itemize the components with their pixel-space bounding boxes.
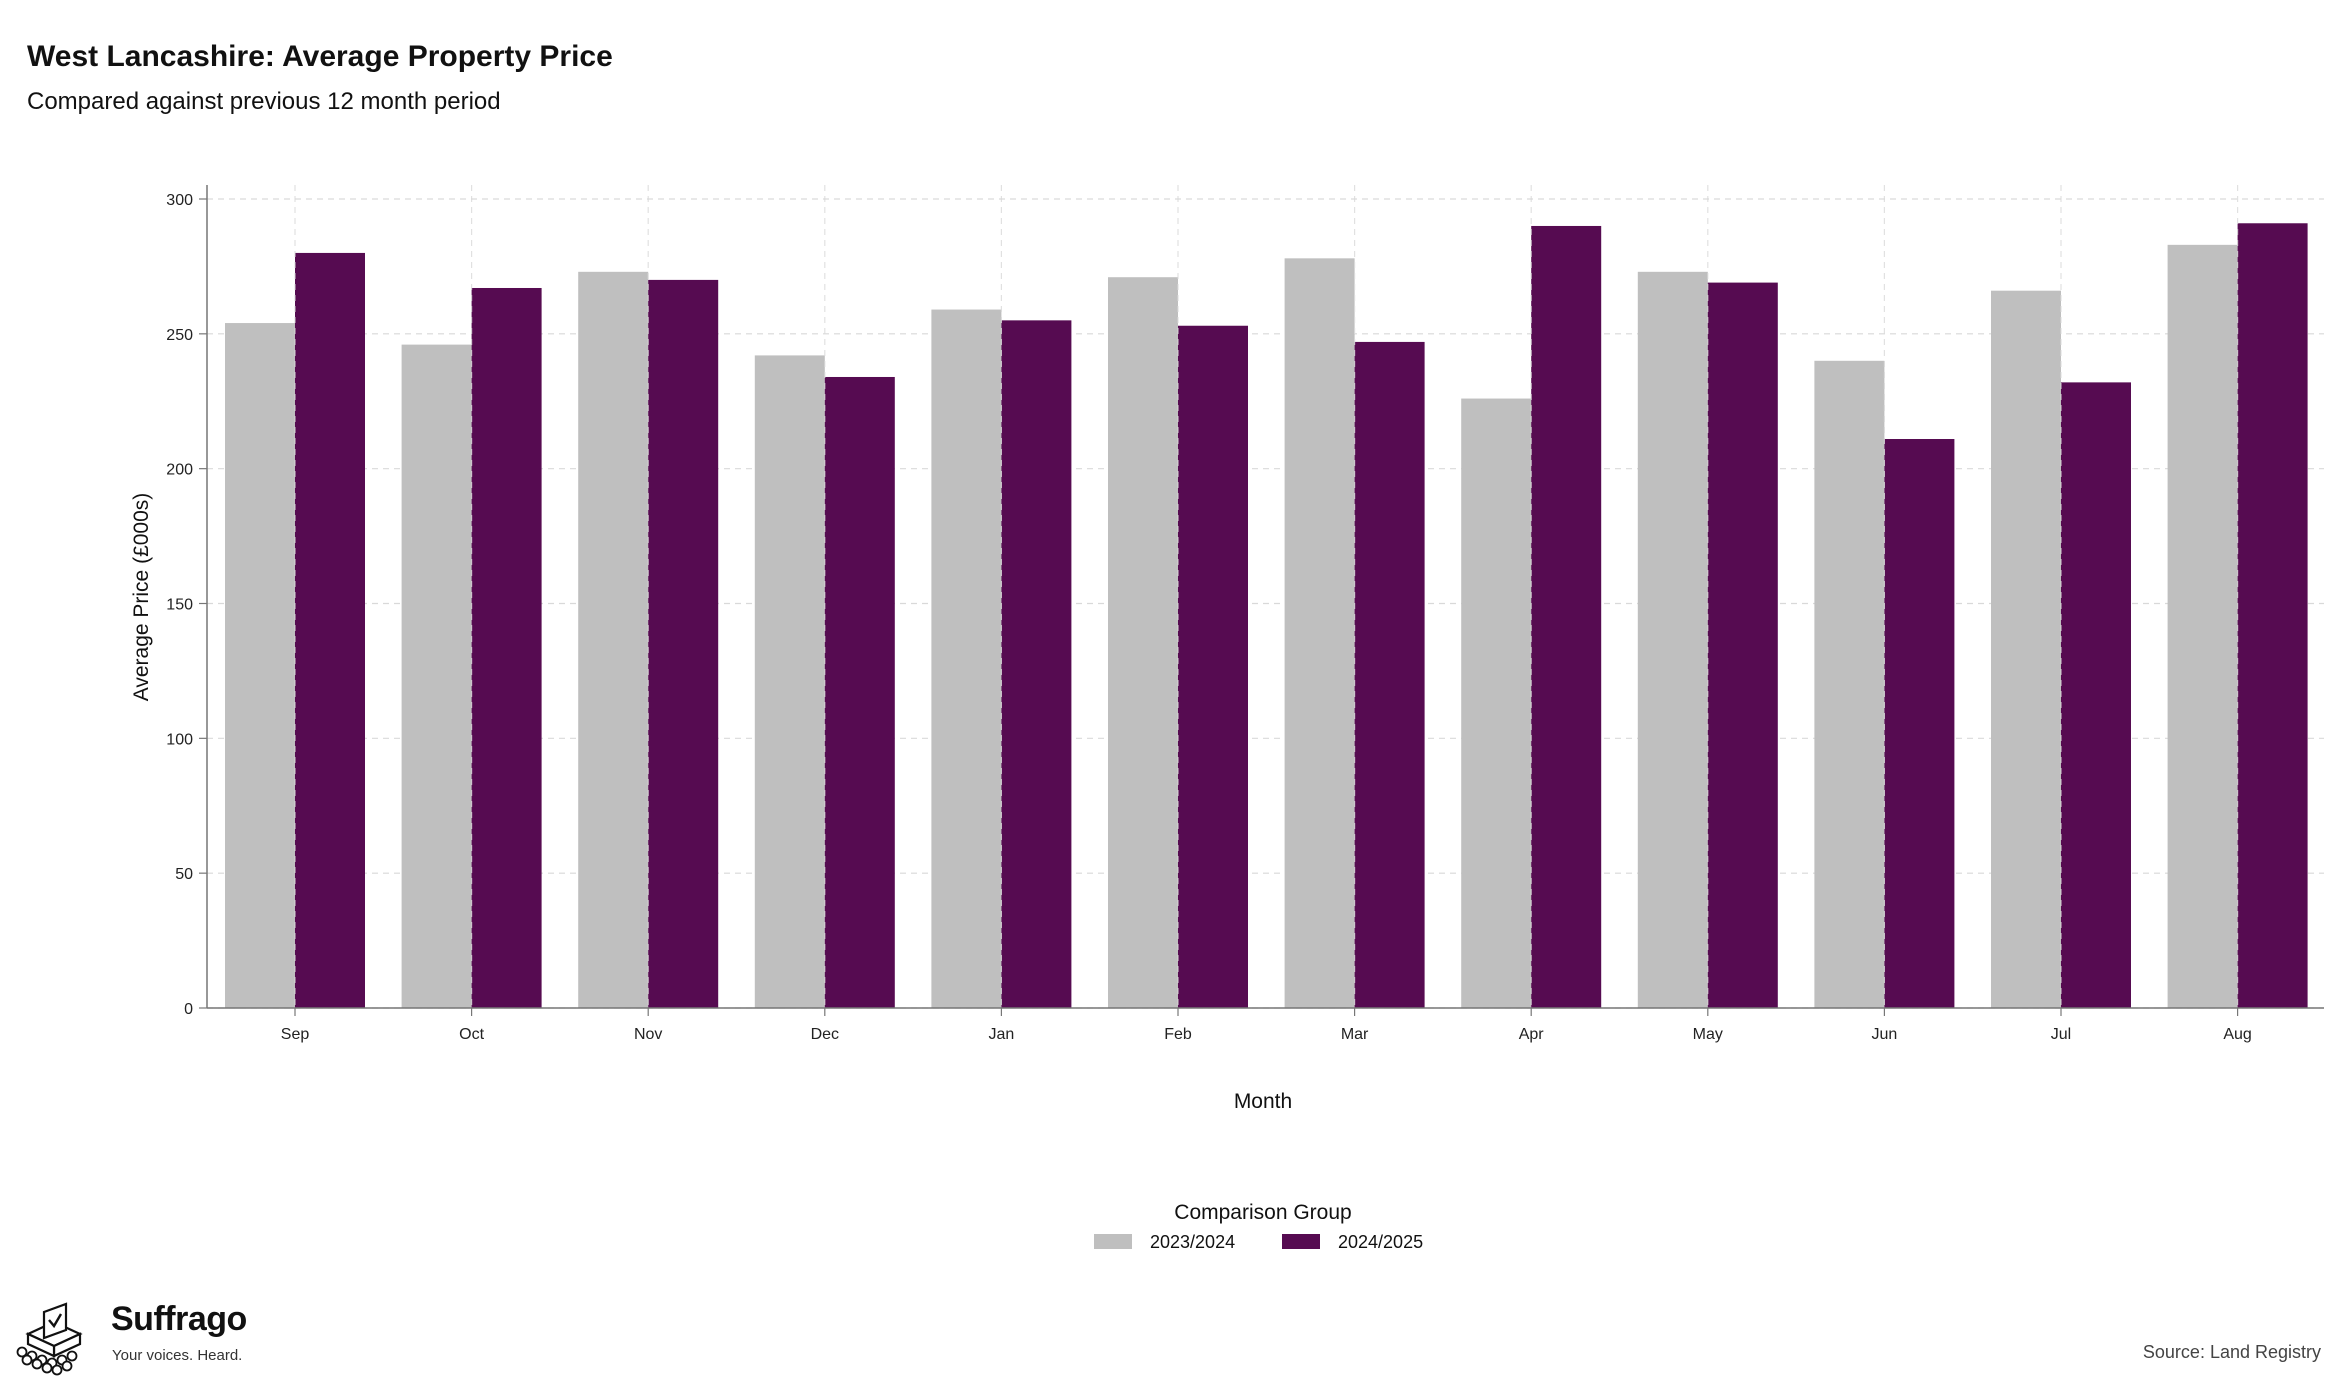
x-tick-label: May (1693, 1026, 1723, 1043)
x-tick-label: Feb (1164, 1026, 1192, 1043)
x-tick-label: Mar (1341, 1026, 1369, 1043)
chart-title: West Lancashire: Average Property Price (27, 40, 613, 73)
bar-2023-2024-aug (2167, 244, 2238, 1009)
bar-2023-2024-jul (1991, 290, 2061, 1009)
x-tick-label: Oct (459, 1026, 484, 1043)
bars (225, 223, 2308, 1009)
bar-2024-2025-apr (1531, 225, 1602, 1008)
tick-labels: 0 50 100 150 200 250 300 Sep Oct Nov Dec Jan Feb Mar A… (166, 192, 2252, 1043)
x-tick-label: Nov (634, 1026, 662, 1043)
bar-2023-2024-may (1637, 271, 1708, 1008)
brand-name: Suffrago (111, 1300, 247, 1338)
legend-label: 2023/2024 (1150, 1232, 1235, 1252)
x-tick-label: Apr (1519, 1026, 1545, 1043)
x-tick-label: Jan (989, 1026, 1015, 1043)
ballot-box-icon (16, 1302, 83, 1376)
bar-2024-2025-jul (2061, 382, 2131, 1009)
bar-2024-2025-sep (295, 252, 365, 1008)
bar-2023-2024-nov (578, 271, 649, 1008)
x-tick-label: Sep (281, 1026, 310, 1043)
bar-2024-2025-may (1707, 282, 1778, 1008)
legend-title: Comparison Group (1174, 1201, 1351, 1224)
x-tick-label: Aug (2223, 1026, 2251, 1043)
bar-2024-2025-mar (1354, 341, 1425, 1008)
bar-2023-2024-oct (401, 344, 472, 1008)
bar-2024-2025-feb (1178, 325, 1248, 1008)
bar-2023-2024-apr (1461, 398, 1532, 1008)
y-tick-label: 0 (184, 1001, 193, 1018)
bar-2024-2025-dec (824, 376, 895, 1009)
x-tick-label: Dec (811, 1026, 839, 1043)
bar-2024-2025-jan (1001, 320, 1072, 1009)
bar-2023-2024-mar (1284, 258, 1355, 1008)
x-tick-label: Jul (2051, 1026, 2071, 1043)
bar-2024-2025-jun (1884, 439, 1955, 1009)
y-tick-label: 250 (166, 327, 193, 344)
chart-subtitle: Compared against previous 12 month perio… (27, 88, 501, 115)
bar-2024-2025-aug (2237, 223, 2308, 1008)
brand-tagline: Your voices. Heard. (112, 1347, 243, 1364)
bar-2023-2024-dec (754, 355, 825, 1008)
y-tick-label: 50 (175, 866, 193, 883)
legend-items: 2023/2024 2024/2025 (1094, 1232, 1423, 1252)
y-tick-label: 100 (166, 731, 193, 748)
legend-swatch (1282, 1234, 1320, 1249)
bar-2023-2024-feb (1108, 277, 1178, 1008)
bar-2023-2024-jan (931, 309, 1002, 1008)
axes (199, 185, 2324, 1016)
bar-2023-2024-sep (225, 323, 295, 1009)
legend-swatch (1094, 1234, 1132, 1249)
y-axis-title: Average Price (£000s) (130, 493, 153, 702)
y-tick-label: 150 (166, 597, 193, 614)
bar-2023-2024-jun (1814, 360, 1885, 1008)
bar-2024-2025-oct (471, 287, 542, 1008)
y-tick-label: 200 (166, 462, 193, 479)
bar-2024-2025-nov (648, 279, 719, 1008)
legend-label: 2024/2025 (1338, 1232, 1423, 1252)
x-tick-label: Jun (1872, 1026, 1898, 1043)
legend: Comparison Group 2023/2024 2024/2025 (1094, 1201, 1423, 1252)
x-axis-title: Month (1234, 1090, 1292, 1113)
vertical-gridlines (294, 185, 2239, 1008)
y-tick-label: 300 (166, 192, 193, 209)
source-note: Source: Land Registry (2142, 1342, 2321, 1362)
